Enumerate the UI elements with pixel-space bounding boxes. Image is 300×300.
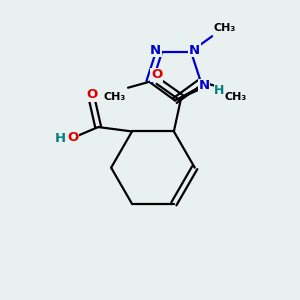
- Text: O: O: [87, 88, 98, 101]
- Text: H: H: [55, 132, 66, 145]
- Text: O: O: [67, 131, 78, 144]
- Text: CH₃: CH₃: [214, 23, 236, 33]
- Text: H: H: [214, 84, 225, 97]
- Text: O: O: [151, 68, 162, 81]
- Text: CH₃: CH₃: [103, 92, 126, 102]
- Text: N: N: [189, 44, 200, 57]
- Text: CH₃: CH₃: [224, 92, 247, 102]
- Text: N: N: [150, 44, 161, 57]
- Text: N: N: [199, 79, 210, 92]
